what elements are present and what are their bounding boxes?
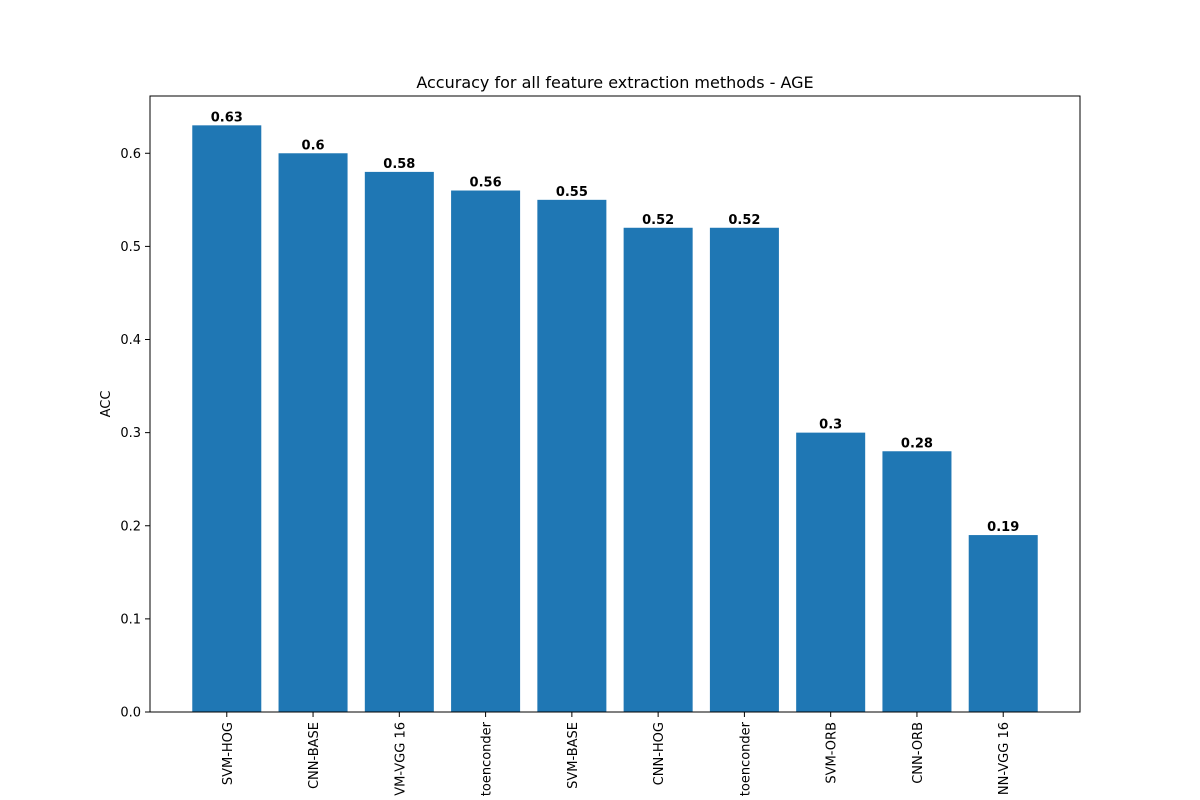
y-tick-label: 0.2: [120, 519, 141, 534]
value-label: 0.3: [819, 418, 842, 433]
value-label: 0.63: [211, 110, 243, 125]
bar: [623, 227, 693, 712]
y-tick-label: 0.1: [120, 612, 141, 627]
value-label: 0.52: [642, 213, 674, 228]
x-tick-label: CNN-HOG: [652, 722, 667, 785]
bar: [796, 432, 866, 712]
bar: [537, 199, 607, 712]
y-tick-label: 0.6: [120, 147, 141, 162]
x-tick-label: VM-VGG 16: [393, 722, 408, 796]
value-label: 0.28: [901, 436, 933, 451]
x-tick-label: toenconder: [738, 721, 753, 796]
value-label: 0.58: [383, 157, 415, 172]
x-tick-label: SVM-ORB: [825, 722, 840, 784]
x-tick-label: CNN-ORB: [911, 722, 926, 784]
y-tick-label: 0.0: [120, 706, 141, 721]
bar: [709, 227, 779, 712]
bar: [278, 153, 348, 712]
bar: [364, 171, 434, 713]
value-label: 0.52: [728, 213, 760, 228]
value-label: 0.56: [470, 176, 502, 191]
chart-title: Accuracy for all feature extraction meth…: [416, 73, 813, 92]
x-tick-label: NN-VGG 16: [997, 722, 1012, 795]
bar: [451, 190, 521, 712]
y-tick-label: 0.3: [120, 426, 141, 441]
x-tick-label: CNN-BASE: [307, 722, 322, 789]
y-tick-label: 0.4: [120, 333, 141, 348]
x-tick-label: toenconder: [480, 721, 495, 796]
y-tick-label: 0.5: [120, 240, 141, 255]
y-axis-label: ACC: [99, 391, 114, 418]
value-label: 0.6: [302, 138, 325, 153]
value-label: 0.55: [556, 185, 588, 200]
axes-frame: [149, 95, 1081, 713]
bar: [882, 451, 952, 712]
x-tick-label: SVM-BASE: [566, 722, 581, 789]
bar: [968, 535, 1038, 712]
bar: [192, 125, 262, 713]
x-tick-label: SVM-HOG: [221, 722, 236, 785]
value-label: 0.19: [987, 520, 1019, 535]
